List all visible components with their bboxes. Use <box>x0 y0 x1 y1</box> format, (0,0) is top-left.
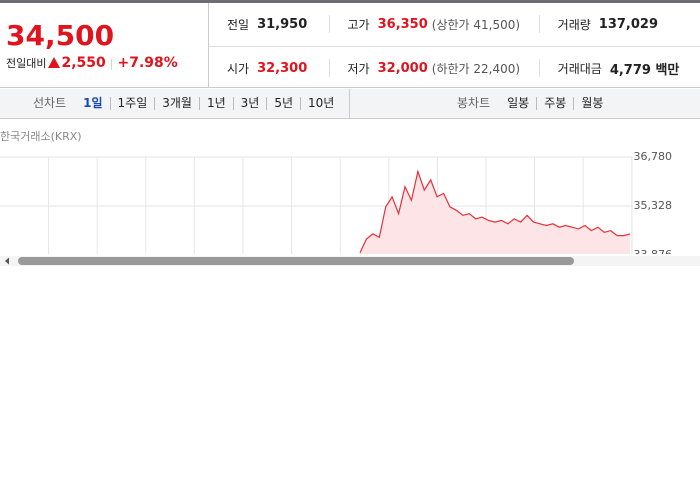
plot: 36,780 35,328 33,876 <box>0 150 673 261</box>
tab-heading: 선차트 <box>33 96 67 110</box>
tab[interactable]: 5년 <box>266 97 300 110</box>
tab[interactable]: 10년 <box>300 97 341 110</box>
stats: 전일 31,950 고가 36,350 (상한가 41,500) 거래량 137,029 시가… <box>209 3 700 88</box>
separator: | <box>109 57 114 70</box>
tab[interactable]: 3개월 <box>154 97 199 110</box>
tab[interactable]: 1주일 <box>109 97 155 110</box>
tab[interactable]: 1년 <box>198 97 233 110</box>
tab[interactable]: 월봉 <box>573 97 610 110</box>
y-tick-label: 36,780 <box>634 150 673 163</box>
stat-label: 거래대금 <box>557 61 602 76</box>
stats-row: 시가 32,300 저가 32,000 (하한가 22,400) 거래대금 4,779 백만 <box>209 46 700 89</box>
stat: 고가 36,350 (상한가 41,500) <box>328 15 539 33</box>
line-tabs: 선차트 1일 1주일 3개월 1년 3년 5년 10년 <box>0 88 350 119</box>
stat-value: 36,350 <box>377 16 428 32</box>
stat-label: 거래량 <box>557 17 591 32</box>
candle-tabs: 봉차트 일봉 주봉 월봉 <box>350 89 610 119</box>
stat-label: 시가 <box>227 61 250 76</box>
price: 34,500 <box>6 19 115 52</box>
stat-label: 고가 <box>347 17 370 32</box>
stat-label: 저가 <box>347 61 370 76</box>
chart-source: 한국거래소(KRX) <box>0 130 82 143</box>
tab-bar: 선차트 1일 1주일 3개월 1년 3년 5년 10년 봉차트 일봉 주봉 월봉 <box>0 88 700 119</box>
scroll-left[interactable] <box>5 257 9 265</box>
stat: 시가 32,300 <box>209 59 329 77</box>
stat-note: (상한가 41,500) <box>431 17 521 32</box>
stat: 거래량 137,029 <box>538 15 700 33</box>
quote-panel: 34,500 전일대비 2,550 | +7.98% 전일 31,950 고가 36,350… <box>0 0 700 88</box>
tab[interactable]: 1일 <box>83 96 103 110</box>
stat: 전일 31,950 <box>209 15 329 33</box>
tab-heading: 봉차트 <box>457 96 491 110</box>
change-rate: +7.98% <box>117 55 178 71</box>
tab[interactable]: 3년 <box>232 97 267 110</box>
tab[interactable]: 주봉 <box>536 97 573 110</box>
up-arrow <box>48 57 61 68</box>
tab[interactable]: 일봉 <box>507 96 530 110</box>
price-line <box>359 169 631 254</box>
change-label: 전일대비 <box>6 57 47 70</box>
stat-value: 32,300 <box>257 60 308 76</box>
price-area <box>360 171 630 254</box>
stat-value: 4,779 백만 <box>609 62 680 78</box>
stat-label: 전일 <box>227 17 250 32</box>
stats-row: 전일 31,950 고가 36,350 (상한가 41,500) 거래량 137,029 <box>209 3 700 45</box>
stat-value: 31,950 <box>257 16 308 32</box>
scroll-thumb[interactable] <box>18 257 574 265</box>
stat: 저가 32,000 (하한가 22,400) <box>328 59 539 77</box>
y-tick-label: 35,328 <box>634 199 673 212</box>
quote: 34,500 전일대비 2,550 | +7.98% <box>0 3 209 88</box>
change-value: 2,550 <box>61 55 106 71</box>
y-tick-label: 33,876 <box>634 248 673 261</box>
stat-note: (하한가 22,400) <box>431 61 521 76</box>
change: 전일대비 2,550 | +7.98% <box>6 55 178 71</box>
stat-value: 32,000 <box>377 60 428 76</box>
stat: 거래대금 4,779 백만 <box>538 59 700 78</box>
stat-value: 137,029 <box>598 16 658 32</box>
chart: 한국거래소(KRX) 36,780 35,328 33,876 <box>0 130 700 266</box>
